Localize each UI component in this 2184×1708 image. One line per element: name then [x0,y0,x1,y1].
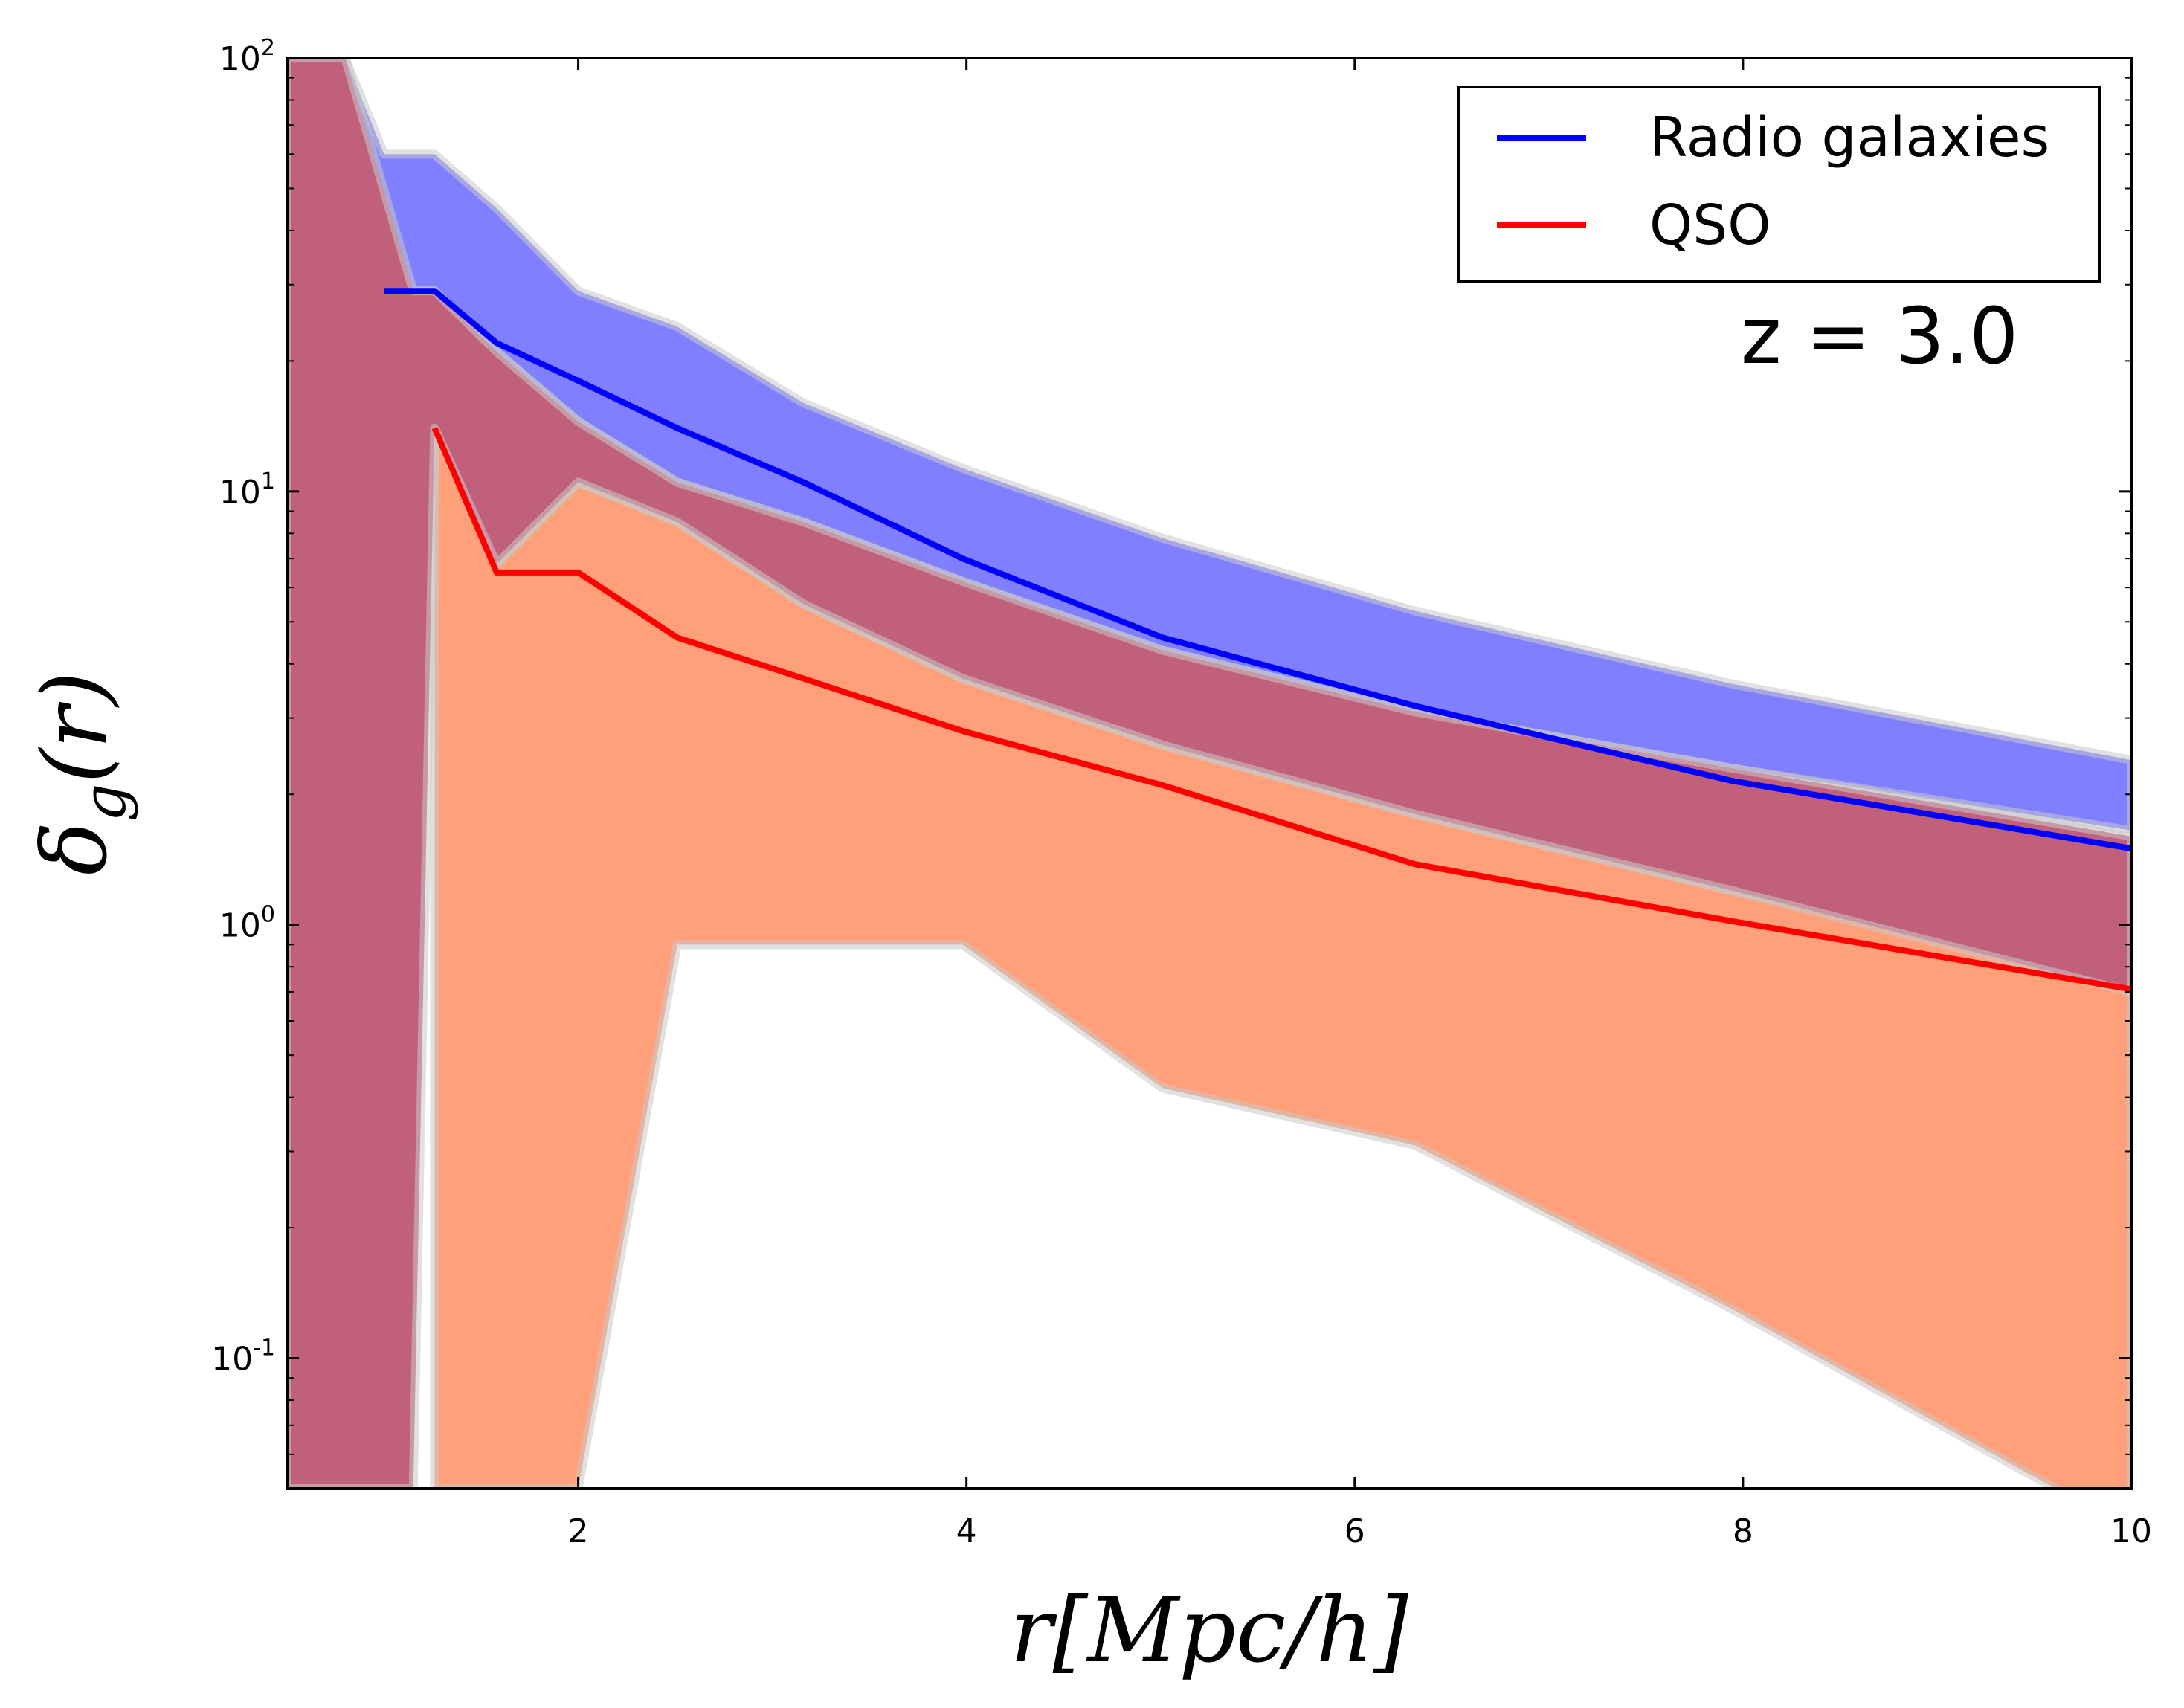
y-tick-label: 10-1 [211,1335,275,1379]
line-qso [431,427,2131,993]
y-tick-label: 101 [219,468,275,512]
redshift-annotation: z = 3.0 [1741,291,2018,381]
x-tick-label: 10 [2110,1512,2152,1550]
y-axis-label-arg: (r) [24,671,127,784]
series-lines [384,288,2131,993]
y-axis-label-subscript: g [70,784,139,822]
axis-ticks: 2 4 6 8 10 102 101 100 10-1 [211,35,2152,1550]
legend-label-radio-galaxies: Radio galaxies [1649,106,2049,170]
plot-frame [286,57,2133,1490]
x-tick-label: 2 [568,1512,589,1550]
legend-box [1457,86,2101,283]
y-axis-label-symbol: δ [24,822,127,875]
x-axis-label: r[Mpc/h] [1010,1579,1408,1683]
y-axis-label: δg(r) [24,671,139,875]
y-tick-label: 100 [219,902,275,945]
x-tick-label: 8 [1733,1512,1753,1550]
x-tick-label: 6 [1344,1512,1365,1550]
x-tick-label: 4 [956,1512,977,1550]
legend: Radio galaxies QSO [1457,86,2101,283]
y-tick-label: 102 [219,35,275,78]
legend-label-qso: QSO [1649,193,1771,257]
